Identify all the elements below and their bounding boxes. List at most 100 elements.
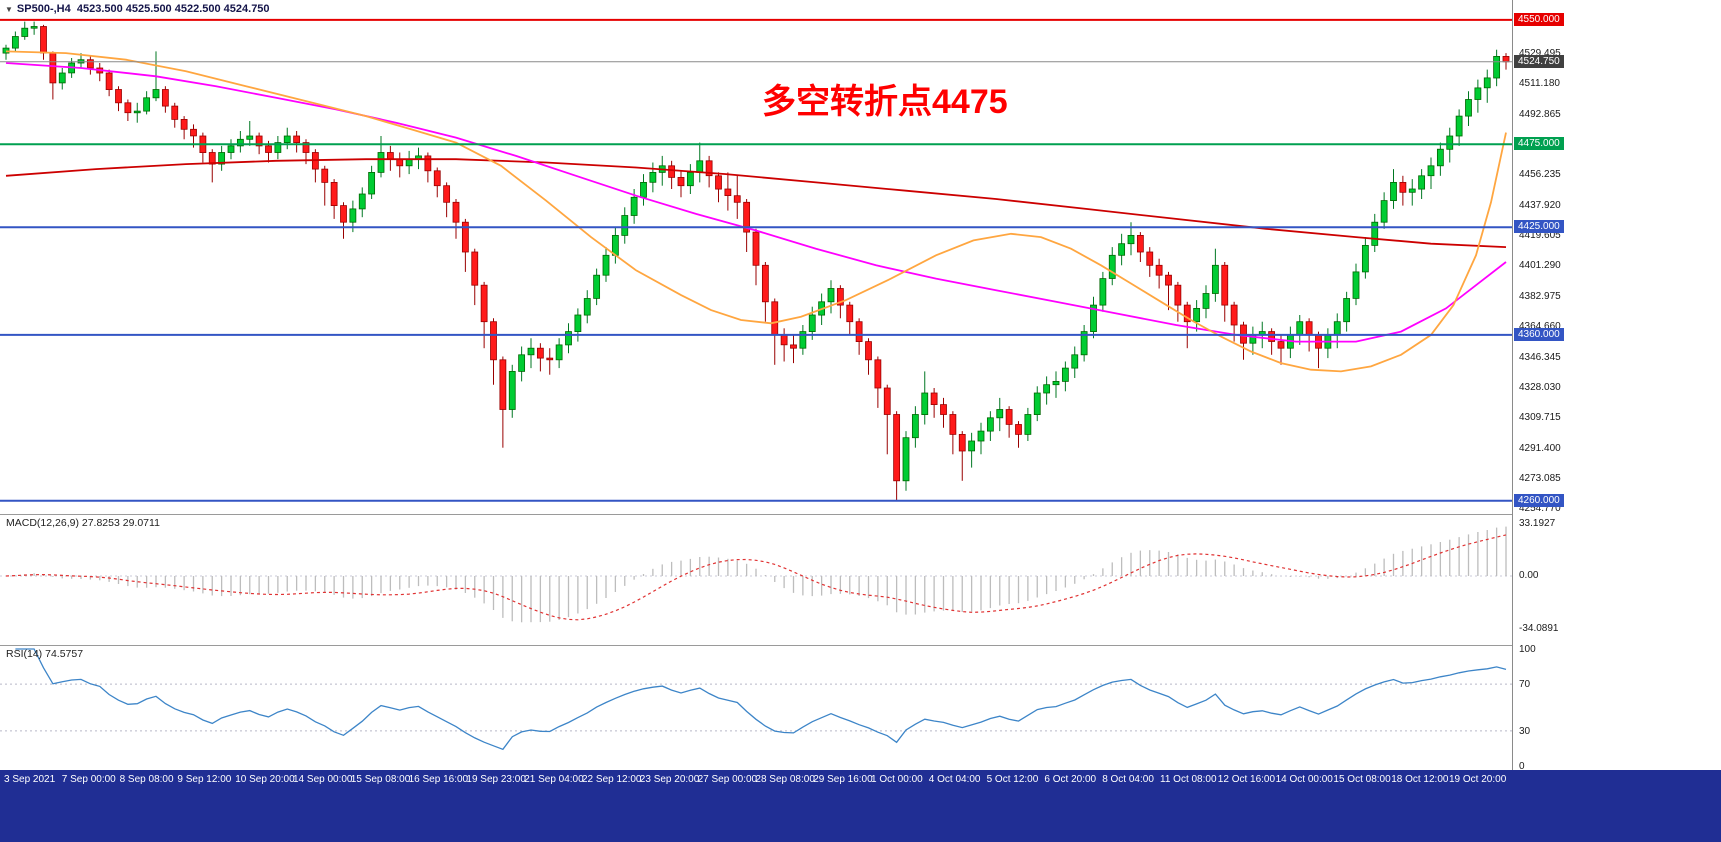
candle	[902, 431, 910, 491]
candle	[21, 21, 29, 40]
candle	[1080, 325, 1088, 362]
macd-values: 27.8253 29.0711	[81, 517, 160, 529]
ma-mid-magenta-line	[5, 62, 1507, 343]
time-axis-label: 1 Oct 00:00	[871, 774, 923, 785]
candle	[1118, 233, 1126, 266]
candle	[874, 356, 882, 408]
time-axis-label: 9 Sep 12:00	[177, 774, 232, 785]
candle	[1408, 179, 1416, 206]
candle	[536, 343, 544, 372]
time-axis-label: 19 Oct 20:00	[1449, 774, 1507, 785]
candle	[49, 51, 57, 100]
candle	[96, 63, 104, 82]
candle	[883, 384, 891, 455]
candle	[1174, 281, 1182, 322]
rsi-axis-label: 70	[1519, 679, 1531, 691]
candle	[86, 56, 94, 75]
candle	[518, 346, 526, 382]
macd-label: MACD(12,26,9)	[6, 517, 79, 529]
price-axis-label: 4346.345	[1519, 351, 1561, 363]
price-axis: 4529.495 4511.180 4492.865 4456.235 4437.920…	[1512, 0, 1721, 772]
candle	[358, 187, 366, 218]
candle	[1136, 232, 1144, 262]
rsi-panel[interactable]	[0, 645, 1512, 770]
candle	[1211, 248, 1219, 302]
candle	[480, 281, 488, 349]
macd-panel[interactable]	[0, 514, 1512, 645]
candle	[377, 136, 385, 178]
candle	[1399, 175, 1407, 206]
candle	[40, 24, 47, 60]
candle	[133, 102, 141, 123]
candle	[321, 165, 329, 206]
candle	[996, 397, 1004, 432]
price-axis-label: 4254.770	[1519, 503, 1561, 515]
current-price-tag: 4524.750	[1514, 54, 1564, 68]
candle	[30, 21, 38, 35]
macd-axis-label: -34.0891	[1519, 623, 1559, 635]
candle	[640, 174, 647, 206]
chart-dropdown-arrow[interactable]: ▼	[5, 5, 13, 14]
time-axis-label: 14 Oct 00:00	[1275, 774, 1333, 785]
time-axis-label: 21 Sep 04:00	[524, 774, 584, 785]
candle	[855, 318, 863, 355]
time-axis-label: 5 Oct 12:00	[986, 774, 1039, 785]
candle	[1427, 157, 1435, 189]
candle	[1371, 213, 1379, 252]
candle	[105, 69, 113, 97]
time-axis-label: 3 Sep 2021	[4, 774, 56, 785]
candle	[1221, 262, 1229, 322]
ma-slow-red-line	[5, 158, 1507, 248]
candle	[124, 99, 132, 121]
candle	[686, 164, 694, 194]
time-axis-label: 10 Sep 20:00	[235, 774, 295, 785]
candle	[368, 165, 376, 199]
candle	[743, 199, 751, 252]
resistance-4550-tag: 4550.000	[1514, 12, 1564, 26]
candle	[199, 132, 207, 163]
candle	[1324, 328, 1332, 359]
rsi-axis-label: 0	[1519, 761, 1525, 772]
ma-fast-orange-line	[5, 50, 1507, 373]
candle	[1015, 421, 1022, 448]
candle	[1483, 69, 1491, 103]
candle	[865, 338, 872, 375]
candle	[236, 131, 244, 153]
candle	[227, 139, 235, 160]
candle	[696, 142, 704, 183]
candle	[433, 167, 441, 198]
candle	[911, 406, 919, 448]
time-axis-label: 15 Oct 08:00	[1333, 774, 1391, 785]
candle	[405, 150, 413, 175]
rsi-axis-label: 30	[1519, 725, 1531, 737]
time-axis-label: 8 Sep 08:00	[119, 774, 174, 785]
candle	[443, 182, 451, 218]
candles	[2, 21, 1510, 501]
candle	[949, 411, 957, 455]
candle	[1183, 301, 1191, 349]
price-axis-label: 4382.975	[1519, 290, 1561, 302]
candle	[583, 290, 591, 324]
candle	[546, 348, 554, 375]
main-chart[interactable]	[0, 0, 1512, 514]
macd-histogram	[14, 526, 1507, 623]
candle	[508, 364, 516, 418]
candle	[1352, 263, 1360, 306]
time-axis-label: 23 Sep 20:00	[639, 774, 700, 785]
candle	[1296, 315, 1304, 345]
time-axis-label: 11 Oct 08:00	[1160, 774, 1217, 785]
candle	[1155, 258, 1163, 289]
support-4260-tag: 4260.000	[1514, 493, 1564, 507]
time-axis-label: 7 Sep 00:00	[61, 774, 116, 785]
candle	[602, 247, 610, 282]
candle	[1286, 326, 1294, 359]
time-axis-label: 14 Sep 00:00	[293, 774, 353, 785]
candle	[340, 202, 347, 239]
candle	[799, 325, 807, 355]
time-axis-label: 4 Oct 04:00	[928, 774, 981, 785]
candle	[283, 127, 291, 150]
candle	[58, 68, 66, 90]
candle	[1043, 376, 1051, 405]
time-axis-label: 22 Sep 12:00	[582, 774, 642, 785]
